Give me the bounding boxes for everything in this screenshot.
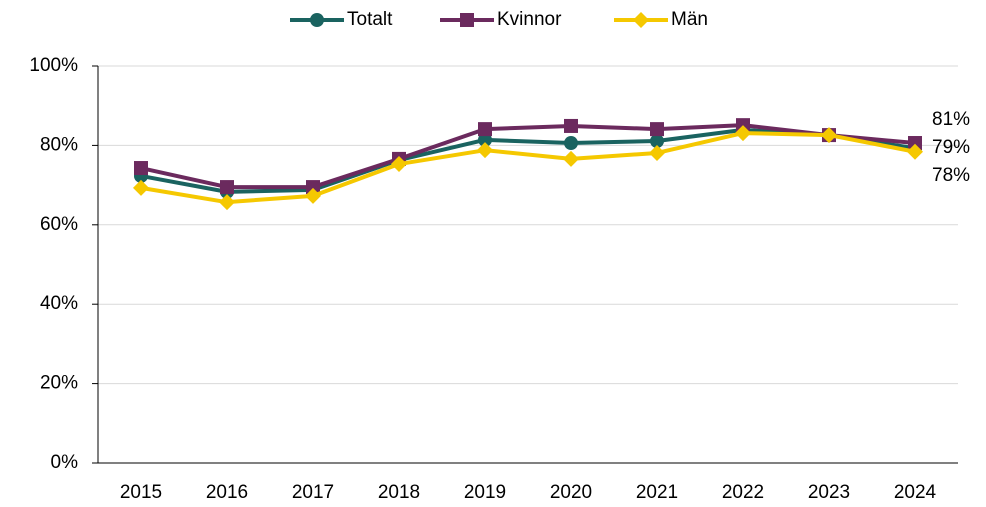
- x-tick-label: 2022: [722, 482, 764, 503]
- point: [650, 122, 664, 137]
- point: [219, 194, 235, 211]
- y-tick-label: 60%: [40, 214, 78, 235]
- x-tick-label: 2016: [206, 482, 248, 503]
- point: [478, 132, 492, 147]
- x-tick-label: 2018: [378, 482, 420, 503]
- point: [564, 118, 578, 133]
- data-label: 78%: [932, 165, 970, 186]
- x-tick-label: 2015: [120, 482, 162, 503]
- point: [907, 143, 923, 160]
- legend-marker: [633, 12, 649, 28]
- point: [305, 187, 321, 204]
- point: [478, 122, 492, 137]
- legend-label: Totalt: [347, 9, 393, 30]
- data-label: 79%: [932, 137, 970, 158]
- point: [821, 127, 837, 144]
- point: [220, 180, 234, 195]
- legend-label: Kvinnor: [497, 9, 562, 30]
- series-line: [140, 127, 916, 194]
- point: [908, 136, 922, 151]
- point: [650, 134, 664, 149]
- point: [391, 156, 407, 173]
- series-line: [140, 123, 916, 190]
- x-tick-label: 2017: [292, 482, 334, 503]
- point: [649, 144, 665, 161]
- y-tick-label: 80%: [40, 134, 78, 155]
- x-tick-label: 2019: [464, 482, 506, 503]
- y-tick-label: 40%: [40, 293, 78, 314]
- x-tick-label: 2020: [550, 482, 592, 503]
- y-tick-label: 100%: [29, 55, 78, 76]
- point: [134, 161, 148, 176]
- x-tick-label: 2024: [894, 482, 937, 503]
- point: [133, 179, 149, 196]
- legend-label: Män: [671, 9, 708, 30]
- x-tick-label: 2023: [808, 482, 850, 503]
- series-line: [140, 131, 916, 205]
- point: [563, 150, 579, 167]
- x-tick-label: 2021: [636, 482, 678, 503]
- point: [735, 125, 751, 142]
- point: [477, 142, 493, 159]
- legend-marker: [310, 13, 324, 27]
- y-tick-label: 0%: [51, 452, 79, 473]
- point: [306, 180, 320, 195]
- y-tick-label: 20%: [40, 373, 78, 394]
- point: [564, 136, 578, 151]
- legend-marker: [460, 13, 474, 27]
- data-label: 81%: [932, 109, 970, 130]
